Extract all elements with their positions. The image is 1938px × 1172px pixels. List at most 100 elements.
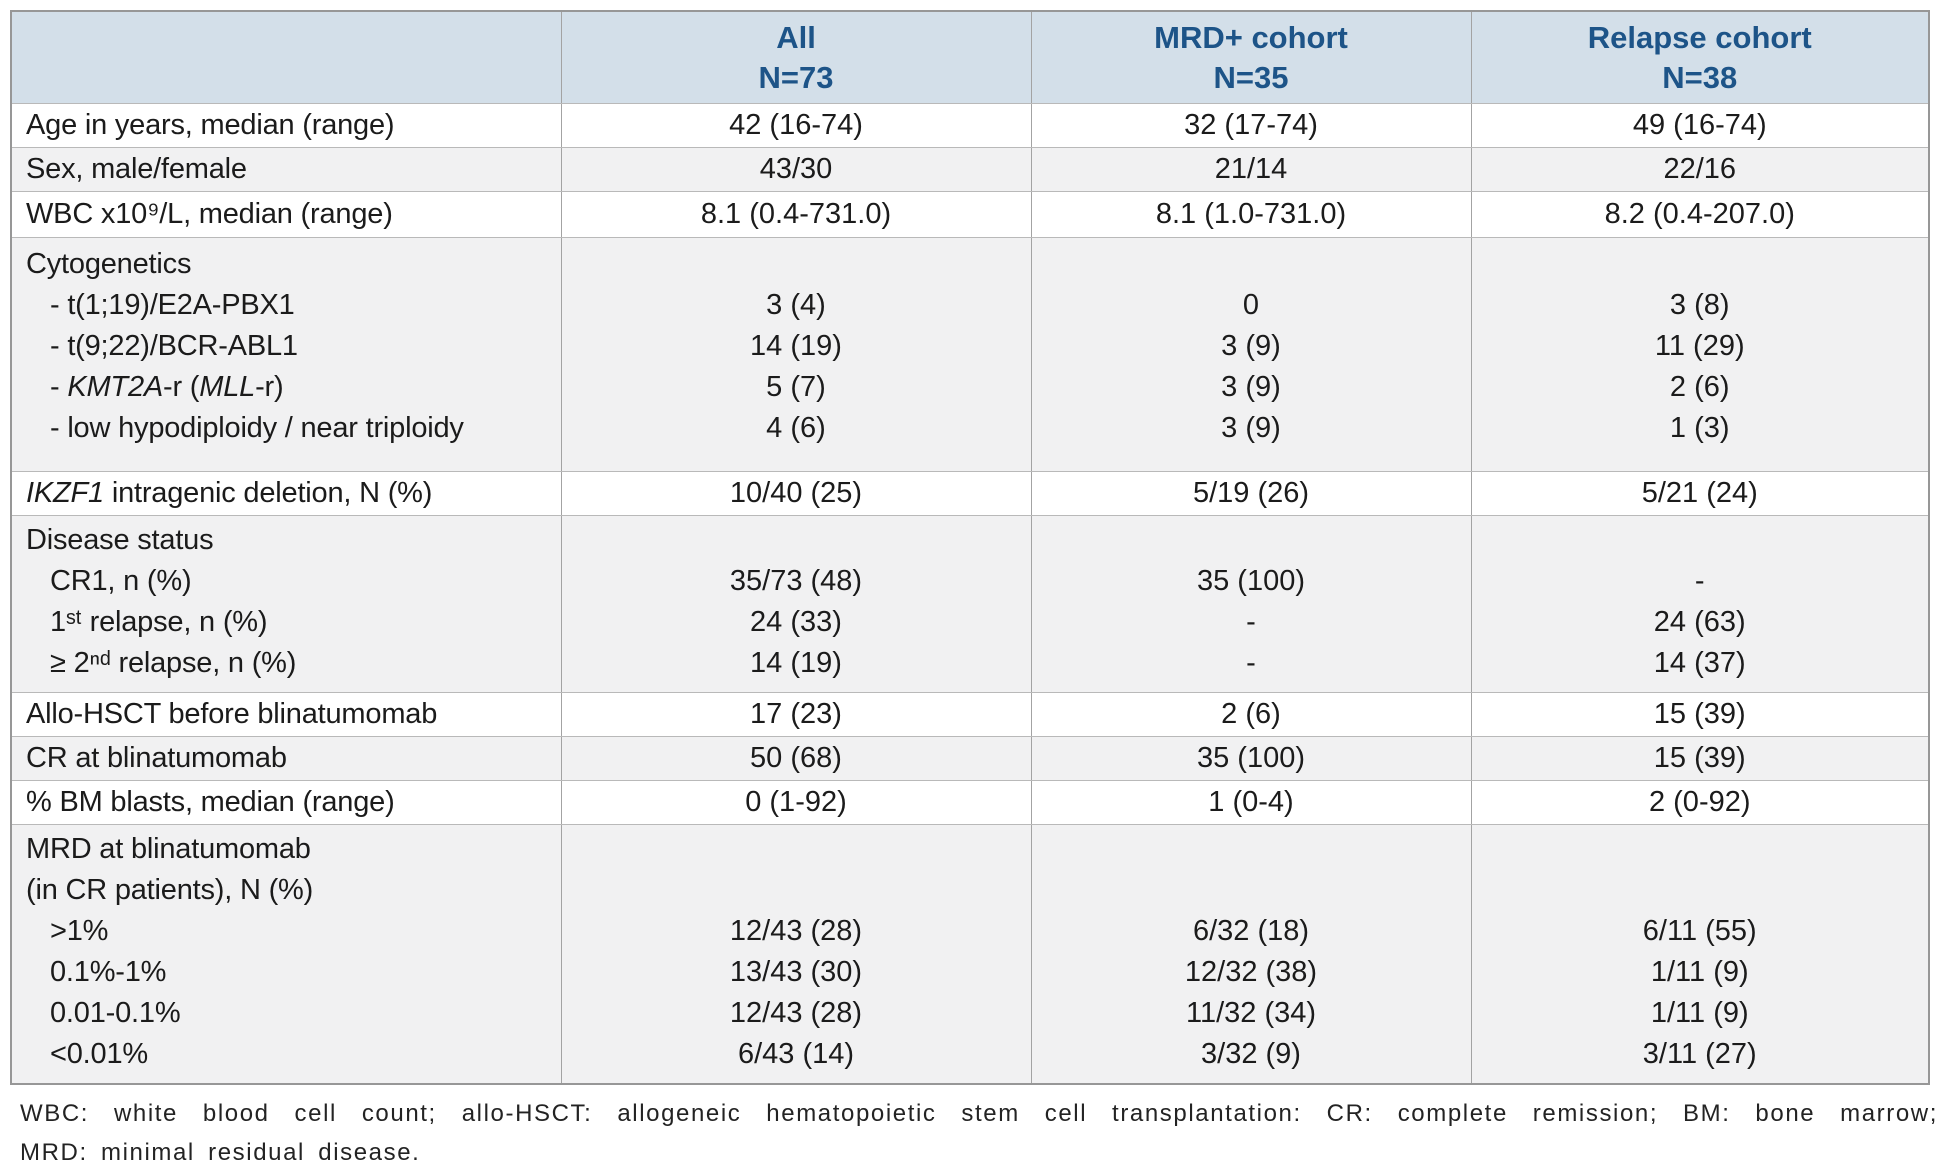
cell-value: - (1694, 565, 1705, 597)
cell-value: 50 (68) (560, 736, 1032, 781)
cell-value: 5 (7) (766, 371, 826, 403)
table-row-allo-hsct: Allo-HSCT before blinatumomab 17 (23) 2 … (10, 692, 1930, 737)
cell-value: 49 (16-74) (1470, 103, 1930, 148)
table-header-row: All N=73 MRD+ cohort N=35 Relapse cohort… (10, 10, 1930, 104)
row-label: % BM blasts, median (range) (10, 780, 562, 825)
row-label-group: Disease status CR1, n (%) 1ˢᵗ relapse, n… (10, 515, 562, 693)
spacer-line (562, 520, 1030, 561)
cell-value: 3 (8) (1669, 289, 1730, 321)
footnote-line-1: WBC: white blood cell count; allo-HSCT: … (20, 1100, 1938, 1127)
table-row-ikzf1: IKZF1 intragenic deletion, N (%) 10/40 (… (10, 471, 1930, 516)
spacer-line (562, 870, 1030, 911)
cell-value: 3 (9) (1221, 371, 1281, 403)
cell-value: 12/32 (38) (1184, 956, 1318, 988)
group-heading: (in CR patients), N (%) (26, 874, 314, 906)
cell-value-group: 6/11 (55) 1/11 (9) 1/11 (9) 3/11 (27) (1470, 824, 1930, 1085)
cell-value: 21/14 (1030, 147, 1472, 192)
cell-value: 35/73 (48) (729, 565, 863, 597)
sub-row-label: <0.01% (50, 1038, 148, 1070)
column-header-all-n: N=73 (758, 59, 834, 95)
column-header-relapse-cohort: Relapse cohort N=38 (1470, 10, 1930, 104)
row-label: WBC x10⁹/L, median (range) (10, 191, 562, 238)
cell-value: 6/32 (18) (1192, 915, 1310, 947)
cell-value: 22/16 (1470, 147, 1930, 192)
cell-value-group: 3 (8) 11 (29) 2 (6) 1 (3) (1470, 237, 1930, 472)
cell-value: 8.2 (0.4-207.0) (1470, 191, 1930, 238)
table-row-sex: Sex, male/female 43/30 21/14 22/16 (10, 147, 1930, 192)
cell-value: 3 (9) (1221, 412, 1281, 444)
cell-value: 0 (1242, 289, 1260, 321)
table-row-mrd-at-blinatumomab: MRD at blinatumomab (in CR patients), N … (10, 824, 1930, 1085)
cell-value: 42 (16-74) (560, 103, 1032, 148)
table-row-disease-status: Disease status CR1, n (%) 1ˢᵗ relapse, n… (10, 515, 1930, 693)
table-row-age: Age in years, median (range) 42 (16-74) … (10, 103, 1930, 148)
cell-value: 1/11 (9) (1650, 956, 1749, 988)
cell-value: 24 (63) (1653, 606, 1746, 638)
table-row-wbc: WBC x10⁹/L, median (range) 8.1 (0.4-731.… (10, 191, 1930, 238)
row-label: CR at blinatumomab (10, 736, 562, 781)
spacer-line (562, 244, 1030, 285)
cell-value: 10/40 (25) (560, 471, 1032, 516)
spacer-line (1032, 244, 1470, 285)
cell-value: - (1246, 606, 1256, 638)
group-heading: Disease status (26, 524, 214, 556)
column-header-mrd-cohort: MRD+ cohort N=35 (1030, 10, 1472, 104)
row-label: Sex, male/female (10, 147, 562, 192)
cell-value-group: 3 (4) 14 (19) 5 (7) 4 (6) (560, 237, 1032, 472)
row-label: IKZF1 intragenic deletion, N (%) (10, 471, 562, 516)
cell-value: 8.1 (1.0-731.0) (1030, 191, 1472, 238)
cell-value: 1/11 (9) (1650, 997, 1749, 1029)
cell-value: 13/43 (30) (729, 956, 863, 988)
sub-row-label: ≥ 2ⁿᵈ relapse, n (%) (50, 647, 297, 679)
table-row-bm-blasts: % BM blasts, median (range) 0 (1-92) 1 (… (10, 780, 1930, 825)
spacer-line (1472, 520, 1928, 561)
cell-value-group: 6/32 (18) 12/32 (38) 11/32 (34) 3/32 (9) (1030, 824, 1472, 1085)
column-header-all-title: All (776, 19, 816, 55)
column-header-relapse-n: N=38 (1662, 59, 1738, 95)
column-header-all: All N=73 (560, 10, 1032, 104)
cell-value: 6/11 (55) (1642, 915, 1757, 947)
sub-row-label: - t(9;22)/BCR-ABL1 (50, 330, 298, 362)
spacer-line (1032, 829, 1470, 870)
cell-value: 15 (39) (1470, 692, 1930, 737)
cell-value: 3/11 (27) (1642, 1038, 1757, 1070)
row-label: Allo-HSCT before blinatumomab (10, 692, 562, 737)
cell-value-group: 35/73 (48) 24 (33) 14 (19) (560, 515, 1032, 693)
sub-row-label: 0.01-0.1% (50, 997, 181, 1029)
spacer-line (1472, 870, 1928, 911)
cell-value: 43/30 (560, 147, 1032, 192)
cell-value: 14 (19) (750, 647, 842, 679)
row-label-group: Cytogenetics - t(1;19)/E2A-PBX1 - t(9;22… (10, 237, 562, 472)
column-header-mrd-n: N=35 (1213, 59, 1289, 95)
cell-value: 2 (0-92) (1470, 780, 1930, 825)
sub-row-label: CR1, n (%) (50, 565, 192, 597)
cell-value: 24 (33) (750, 606, 842, 638)
cell-value: 5/21 (24) (1470, 471, 1930, 516)
footnote-line-2: MRD: minimal residual disease. (20, 1139, 421, 1166)
cell-value: 8.1 (0.4-731.0) (560, 191, 1032, 238)
cell-value: 14 (19) (750, 330, 842, 362)
cell-value: 14 (37) (1653, 647, 1746, 679)
cell-value: 4 (6) (766, 412, 826, 444)
row-label-group: MRD at blinatumomab (in CR patients), N … (10, 824, 562, 1085)
spacer-line (1472, 244, 1928, 285)
cell-value: 5/19 (26) (1030, 471, 1472, 516)
sub-row-label: 0.1%-1% (50, 956, 167, 988)
cell-value: 3 (9) (1221, 330, 1281, 362)
cell-value: 12/43 (28) (729, 997, 863, 1029)
cell-value: 3/32 (9) (1201, 1038, 1301, 1070)
cell-value: 15 (39) (1470, 736, 1930, 781)
cell-value: 11/32 (34) (1185, 997, 1317, 1029)
table-row-cr-at-blinatumomab: CR at blinatumomab 50 (68) 35 (100) 15 (… (10, 736, 1930, 781)
sub-row-label: 1ˢᵗ relapse, n (%) (50, 606, 268, 638)
cell-value-group: 35 (100) - - (1030, 515, 1472, 693)
cell-value: 2 (6) (1030, 692, 1472, 737)
footnote: WBC: white blood cell count; allo-HSCT: … (20, 1094, 1938, 1172)
cell-value: 35 (100) (1030, 736, 1472, 781)
cell-value-group: 12/43 (28) 13/43 (30) 12/43 (28) 6/43 (1… (560, 824, 1032, 1085)
patient-characteristics-table: All N=73 MRD+ cohort N=35 Relapse cohort… (10, 10, 1930, 1085)
column-header-mrd-title: MRD+ cohort (1154, 19, 1348, 55)
spacer-line (562, 829, 1030, 870)
column-header-relapse-title: Relapse cohort (1587, 19, 1812, 55)
